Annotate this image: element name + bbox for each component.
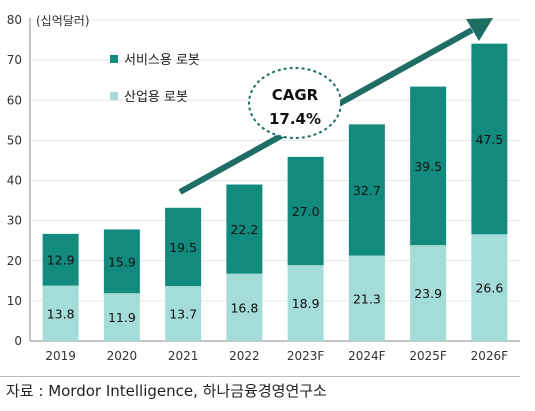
y-tick-labels: 0 10 20 30 40 50 60 70 80 [7,13,22,348]
bar-segment-service [287,156,324,266]
bar-segment-service [226,184,263,274]
value-label: 39.5 [414,159,442,174]
cagr-annotation: CAGR 17.4% [248,67,342,139]
value-label: 22.2 [230,222,258,237]
legend: 서비스용 로봇 산업용 로봇 [110,53,200,105]
cagr-arrow-head [466,18,493,41]
source-divider [0,376,520,377]
x-tick-label: 2022 [229,349,260,363]
value-label: 47.5 [475,132,503,147]
y-tick-label: 0 [14,334,22,348]
bar-segment-industrial [103,293,140,341]
value-label: 32.7 [353,183,381,198]
x-tick-label: 2019 [45,349,76,363]
value-label: 26.6 [475,281,503,296]
value-label: 11.9 [108,310,136,325]
value-label: 27.0 [292,204,320,219]
value-label: 23.9 [414,286,442,301]
value-label: 18.9 [292,296,320,311]
source-note: 자료 : Mordor Intelligence, 하나금융경영연구소 [6,382,327,400]
y-tick-label: 10 [7,294,22,308]
bar-segment-industrial [348,255,385,341]
unit-label: (십억달러) [36,14,90,28]
value-label: 13.7 [169,307,197,322]
bar-segment-service [42,233,79,286]
legend-label-industrial: 산업용 로봇 [124,90,188,105]
bar-segment-service [348,124,385,256]
x-tick-label: 2024F [348,349,386,363]
cagr-value: 17.4% [269,110,321,128]
value-label: 16.8 [230,300,258,315]
cagr-label: CAGR [272,86,319,104]
x-tick-label: 2023F [287,349,325,363]
value-label: 19.5 [169,240,197,255]
bar-segment-service [410,86,447,246]
bars [42,43,508,341]
bar-segment-industrial [471,234,508,341]
y-tick-label: 70 [7,53,22,67]
y-tick-label: 60 [7,93,22,107]
legend-label-service: 서비스용 로봇 [124,53,200,68]
y-tick-label: 40 [7,174,22,188]
legend-swatch-service [110,55,118,63]
x-tick-label: 2021 [168,349,199,363]
bar-segment-service [165,207,202,287]
value-label: 12.9 [47,253,75,268]
bar-segment-industrial [226,273,263,341]
y-tick-label: 20 [7,254,22,268]
axes [29,18,520,342]
bar-segment-service [103,229,140,294]
gridlines [30,19,520,302]
chart-area: 0 10 20 30 40 50 60 70 80 13.8 12.9 11.9 15.9 13.7 19… [7,13,520,363]
x-tick-label: 2026F [471,349,509,363]
cagr-bubble [248,67,342,139]
x-tick-label: 2025F [409,349,447,363]
value-label: 21.3 [353,291,381,306]
value-label: 15.9 [108,254,136,269]
bar-segment-industrial [287,265,324,341]
value-label: 13.8 [47,306,75,321]
y-tick-label: 30 [7,214,22,228]
y-tick-label: 80 [7,13,22,27]
bar-segment-service [471,43,508,235]
value-labels: 13.8 12.9 11.9 15.9 13.7 19.5 16.8 22.2 18.9 27.0… [47,132,504,325]
bar-segment-industrial [410,245,447,341]
y-tick-label: 50 [7,133,22,147]
bar-segment-industrial [165,286,202,341]
legend-swatch-industrial [110,92,118,100]
x-tick-labels: 2019 2020 2021 2022 2023F 2024F 2025F 2026F [45,349,508,363]
x-tick-label: 2020 [107,349,138,363]
bar-segment-industrial [42,285,79,341]
